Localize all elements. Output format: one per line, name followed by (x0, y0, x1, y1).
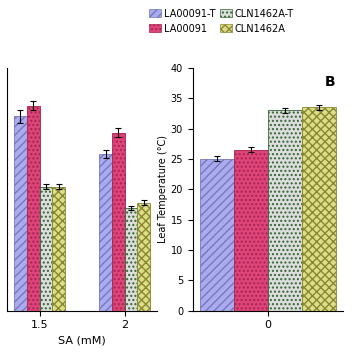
Bar (99, 154, 112, 311)
Bar (52, 186, 65, 311)
Bar (268, 110, 302, 311)
Bar (234, 150, 268, 311)
Bar (302, 107, 336, 311)
Bar (125, 208, 137, 311)
Bar (27, 106, 40, 311)
Text: B: B (325, 75, 335, 89)
Bar (112, 132, 125, 311)
Bar (137, 203, 150, 311)
Bar (14, 116, 27, 311)
Bar (40, 186, 52, 311)
X-axis label: SA (mM): SA (mM) (58, 336, 106, 346)
Bar (200, 159, 234, 311)
Legend: LA00091-T, LA00091, CLN1462A-T, CLN1462A: LA00091-T, LA00091, CLN1462A-T, CLN1462A (145, 5, 297, 37)
Y-axis label: Leaf Temperature (°C): Leaf Temperature (°C) (158, 135, 168, 243)
